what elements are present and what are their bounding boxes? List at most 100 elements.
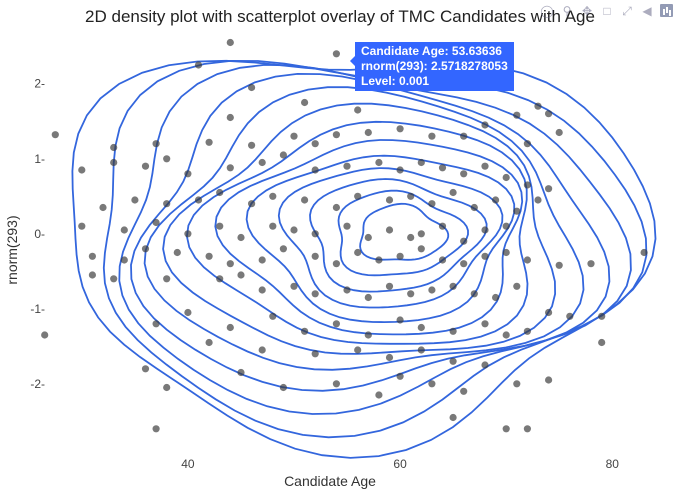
scatter-point-95[interactable] [375,256,383,264]
scatter-point-74[interactable] [385,226,394,234]
camera-icon[interactable]: ◯ [540,4,554,18]
scatter-point-132[interactable] [449,327,457,335]
scatter-point-118[interactable] [492,293,500,302]
scatter-point-34[interactable] [311,166,319,174]
scatter-point-75[interactable] [407,233,415,242]
scatter-point-18[interactable] [396,125,404,133]
scatter-point-133[interactable] [481,320,489,328]
scatter-point-79[interactable] [481,226,489,234]
scatter-point-98[interactable] [438,256,447,264]
scatter-point-138[interactable] [258,346,266,354]
scatter-point-52[interactable] [301,196,309,204]
scatter-point-150[interactable] [332,380,340,388]
scatter-point-39[interactable] [438,164,447,172]
scatter-point-103[interactable] [88,271,96,279]
autoscale-icon[interactable]: ⤢ [622,4,632,18]
scatter-point-91[interactable] [279,245,287,253]
scatter-point-64[interactable] [120,226,128,234]
scatter-point-42[interactable] [502,173,510,182]
scatter-point-116[interactable] [449,282,457,290]
scatter-point-53[interactable] [332,203,340,212]
scatter-point-19[interactable] [428,132,436,140]
scatter-point-28[interactable] [110,158,118,167]
scatter-point-119[interactable] [513,282,521,290]
scatter-point-126[interactable] [269,312,277,320]
scatter-point-21[interactable] [481,121,489,129]
scatter-point-89[interactable] [226,260,234,268]
scatter-point-140[interactable] [354,346,362,354]
box-select-icon[interactable]: □ [603,4,611,18]
scatter-point-51[interactable] [269,192,277,200]
scatter-point-1[interactable] [194,61,203,69]
scatter-point-144[interactable] [481,361,489,369]
scatter-point-36[interactable] [375,158,383,167]
scatter-point-31[interactable] [226,164,234,172]
scatter-point-148[interactable] [237,368,245,377]
scatter-point-60[interactable] [492,196,500,204]
scatter-point-160[interactable] [523,425,532,433]
scatter-point-159[interactable] [152,425,160,433]
scatter-point-100[interactable] [481,252,489,260]
scatter-point-130[interactable] [396,316,404,324]
scatter-point-110[interactable] [311,290,319,298]
scatter-point-55[interactable] [385,196,394,204]
scatter-point-47[interactable] [163,200,171,208]
scatter-point-44[interactable] [545,185,553,193]
hover-compare-icon[interactable]: ◀ [642,4,652,18]
scatter-point-127[interactable] [301,327,309,335]
scatter-point-112[interactable] [364,293,372,302]
scatter-point-2[interactable] [248,83,256,92]
scatter-point-101[interactable] [502,248,510,257]
scatter-point-151[interactable] [375,391,383,399]
scatter-point-124[interactable] [184,308,192,317]
scatter-point-94[interactable] [354,248,362,257]
scatter-point-125[interactable] [226,323,234,332]
scatter-point-83[interactable] [555,261,563,269]
scatter-point-81[interactable] [640,248,648,257]
scatter-point-152[interactable] [396,372,404,380]
scatter-point-16[interactable] [332,131,340,139]
scatter-point-58[interactable] [449,188,457,197]
scatter-point-54[interactable] [354,192,362,200]
scatter-point-23[interactable] [555,128,563,137]
scatter-point-73[interactable] [364,233,372,242]
scatter-point-87[interactable] [173,248,181,257]
scatter-point-35[interactable] [343,162,351,170]
scatter-point-59[interactable] [470,203,478,212]
scatter-point-113[interactable] [385,282,394,290]
scatter-point-154[interactable] [460,387,468,395]
scatter-point-135[interactable] [523,327,532,335]
scatter-point-33[interactable] [279,151,287,159]
scatter-point-62[interactable] [534,196,542,204]
scatter-point-158[interactable] [502,425,510,433]
scatter-point-107[interactable] [237,271,245,279]
scatter-point-142[interactable] [417,346,425,354]
scatter-point-145[interactable] [598,338,606,347]
scatter-point-82[interactable] [587,260,595,268]
scatter-point-14[interactable] [290,132,298,140]
scatter-point-157[interactable] [449,413,457,422]
scatter-point-153[interactable] [428,380,436,388]
scatter-point-76[interactable] [417,230,425,238]
scatter-point-6[interactable] [354,106,362,114]
scatter-point-114[interactable] [407,290,415,298]
scatter-point-147[interactable] [163,383,171,392]
scatter-point-136[interactable] [41,331,49,339]
scatter-point-72[interactable] [343,222,351,230]
scatter-point-65[interactable] [152,218,160,227]
scatter-point-9[interactable] [110,143,118,152]
scatter-point-123[interactable] [152,320,160,328]
scatter-point-0[interactable] [226,38,234,47]
scatter-point-12[interactable] [205,138,213,146]
scatter-point-78[interactable] [460,237,468,245]
zoom-icon[interactable]: ⚲ [562,4,572,18]
scatter-point-139[interactable] [311,350,319,358]
scatter-point-7[interactable] [226,113,234,122]
scatter-point-32[interactable] [258,158,266,167]
scatter-point-13[interactable] [248,141,256,149]
scatter-point-128[interactable] [332,320,340,328]
scatter-point-93[interactable] [332,260,340,268]
scatter-point-20[interactable] [460,132,468,140]
scatter-point-99[interactable] [460,260,468,268]
scatter-point-57[interactable] [428,200,436,208]
